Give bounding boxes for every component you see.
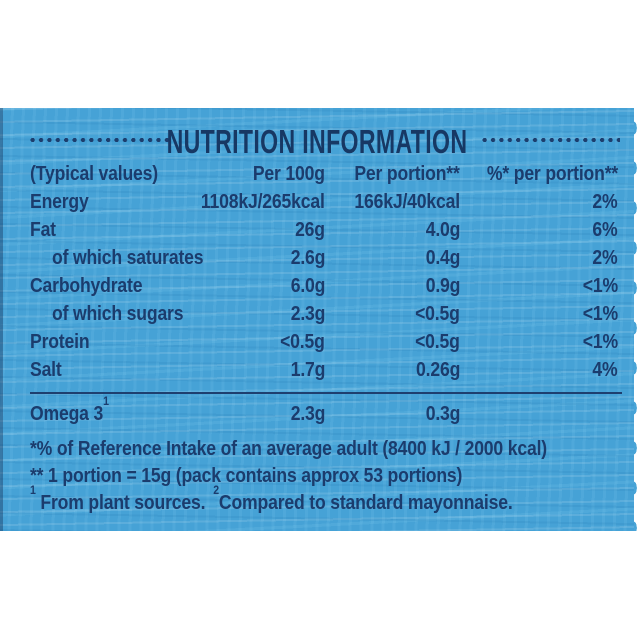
value-per-portion: 166kJ/40kcal	[354, 191, 460, 213]
row-label: Salt	[30, 359, 62, 381]
nutrition-table: (Typical values) Per 100g Per portion** …	[0, 160, 640, 384]
table-header-row: (Typical values) Per 100g Per portion** …	[30, 160, 622, 188]
row-label: Energy	[30, 191, 89, 213]
value-per-portion: 0.26g	[415, 359, 460, 381]
footnote-sources: 1 From plant sources.2Compared to standa…	[30, 483, 513, 514]
value-pct-per-portion: 4%	[592, 359, 618, 381]
value-pct-per-portion: <1%	[582, 303, 618, 325]
value-pct-per-portion: <1%	[582, 331, 618, 353]
value-per-100g: 26g	[295, 219, 325, 241]
panel-title-row: NUTRITION INFORMATION	[0, 123, 640, 160]
dotted-line-left-icon	[30, 137, 172, 143]
omega3-superscript: 1	[103, 394, 109, 409]
value-per-portion: 0.3g	[425, 403, 460, 425]
value-per-100g: 6.0g	[290, 275, 325, 297]
footnote-portion-definition: ** 1 portion = 15g (pack contains approx…	[30, 465, 463, 487]
panel-title: NUTRITION INFORMATION	[166, 123, 468, 160]
nutrition-panel: NUTRITION INFORMATION (Typical values) P…	[0, 108, 640, 531]
value-pct-per-portion: <1%	[582, 275, 618, 297]
table-row-protein: Protein <0.5g <0.5g <1%	[30, 328, 622, 356]
row-label: Protein	[30, 331, 90, 353]
row-label: Omega 31	[30, 394, 109, 425]
row-label: of which saturates	[52, 247, 204, 269]
footnotes: *% of Reference Intake of an average adu…	[0, 429, 640, 517]
table-row-saturates: of which saturates 2.6g 0.4g 2%	[30, 244, 622, 272]
sources-superscript-1: 1	[30, 483, 36, 498]
table-row-carbohydrate: Carbohydrate 6.0g 0.9g <1%	[30, 272, 622, 300]
table-row-omega3: Omega 31 2.3g 0.3g	[30, 394, 622, 429]
row-label: of which sugars	[52, 303, 184, 325]
value-per-100g: 2.3g	[290, 303, 325, 325]
value-pct-per-portion	[460, 399, 618, 429]
table-row-salt: Salt 1.7g 0.26g 4%	[30, 356, 622, 384]
footnote-reference-intake: *% of Reference Intake of an average adu…	[30, 438, 547, 460]
table-row-sugars: of which sugars 2.3g <0.5g <1%	[30, 300, 622, 328]
table-row-fat: Fat 26g 4.0g 6%	[30, 216, 622, 244]
value-per-100g: 2.6g	[290, 247, 325, 269]
package-edge	[634, 108, 640, 531]
value-per-portion: 4.0g	[425, 219, 460, 241]
table-divider	[30, 392, 622, 394]
dotted-line-right-icon	[482, 137, 620, 143]
value-per-100g: <0.5g	[280, 331, 325, 353]
value-pct-per-portion: 2%	[592, 247, 618, 269]
value-per-100g: 2.3g	[290, 403, 325, 425]
omega-section: Omega 31 2.3g 0.3g	[0, 394, 640, 429]
value-pct-per-portion: 6%	[592, 219, 618, 241]
value-per-portion: <0.5g	[415, 331, 460, 353]
header-per-100g: Per 100g	[253, 163, 325, 185]
value-per-100g: 1108kJ/265kcal	[201, 191, 325, 213]
sources-superscript-2: 2	[213, 483, 219, 498]
value-per-100g: 1.7g	[290, 359, 325, 381]
header-typical-values: (Typical values)	[30, 163, 158, 185]
value-per-portion: 0.4g	[425, 247, 460, 269]
header-per-portion: Per portion**	[354, 163, 460, 185]
row-label: Carbohydrate	[30, 275, 143, 297]
table-row-energy: Energy 1108kJ/265kcal 166kJ/40kcal 2%	[30, 188, 622, 216]
value-per-portion: <0.5g	[415, 303, 460, 325]
row-label: Fat	[30, 219, 56, 241]
header-pct-per-portion: %* per portion**	[486, 163, 618, 185]
value-per-portion: 0.9g	[425, 275, 460, 297]
value-pct-per-portion: 2%	[592, 191, 618, 213]
